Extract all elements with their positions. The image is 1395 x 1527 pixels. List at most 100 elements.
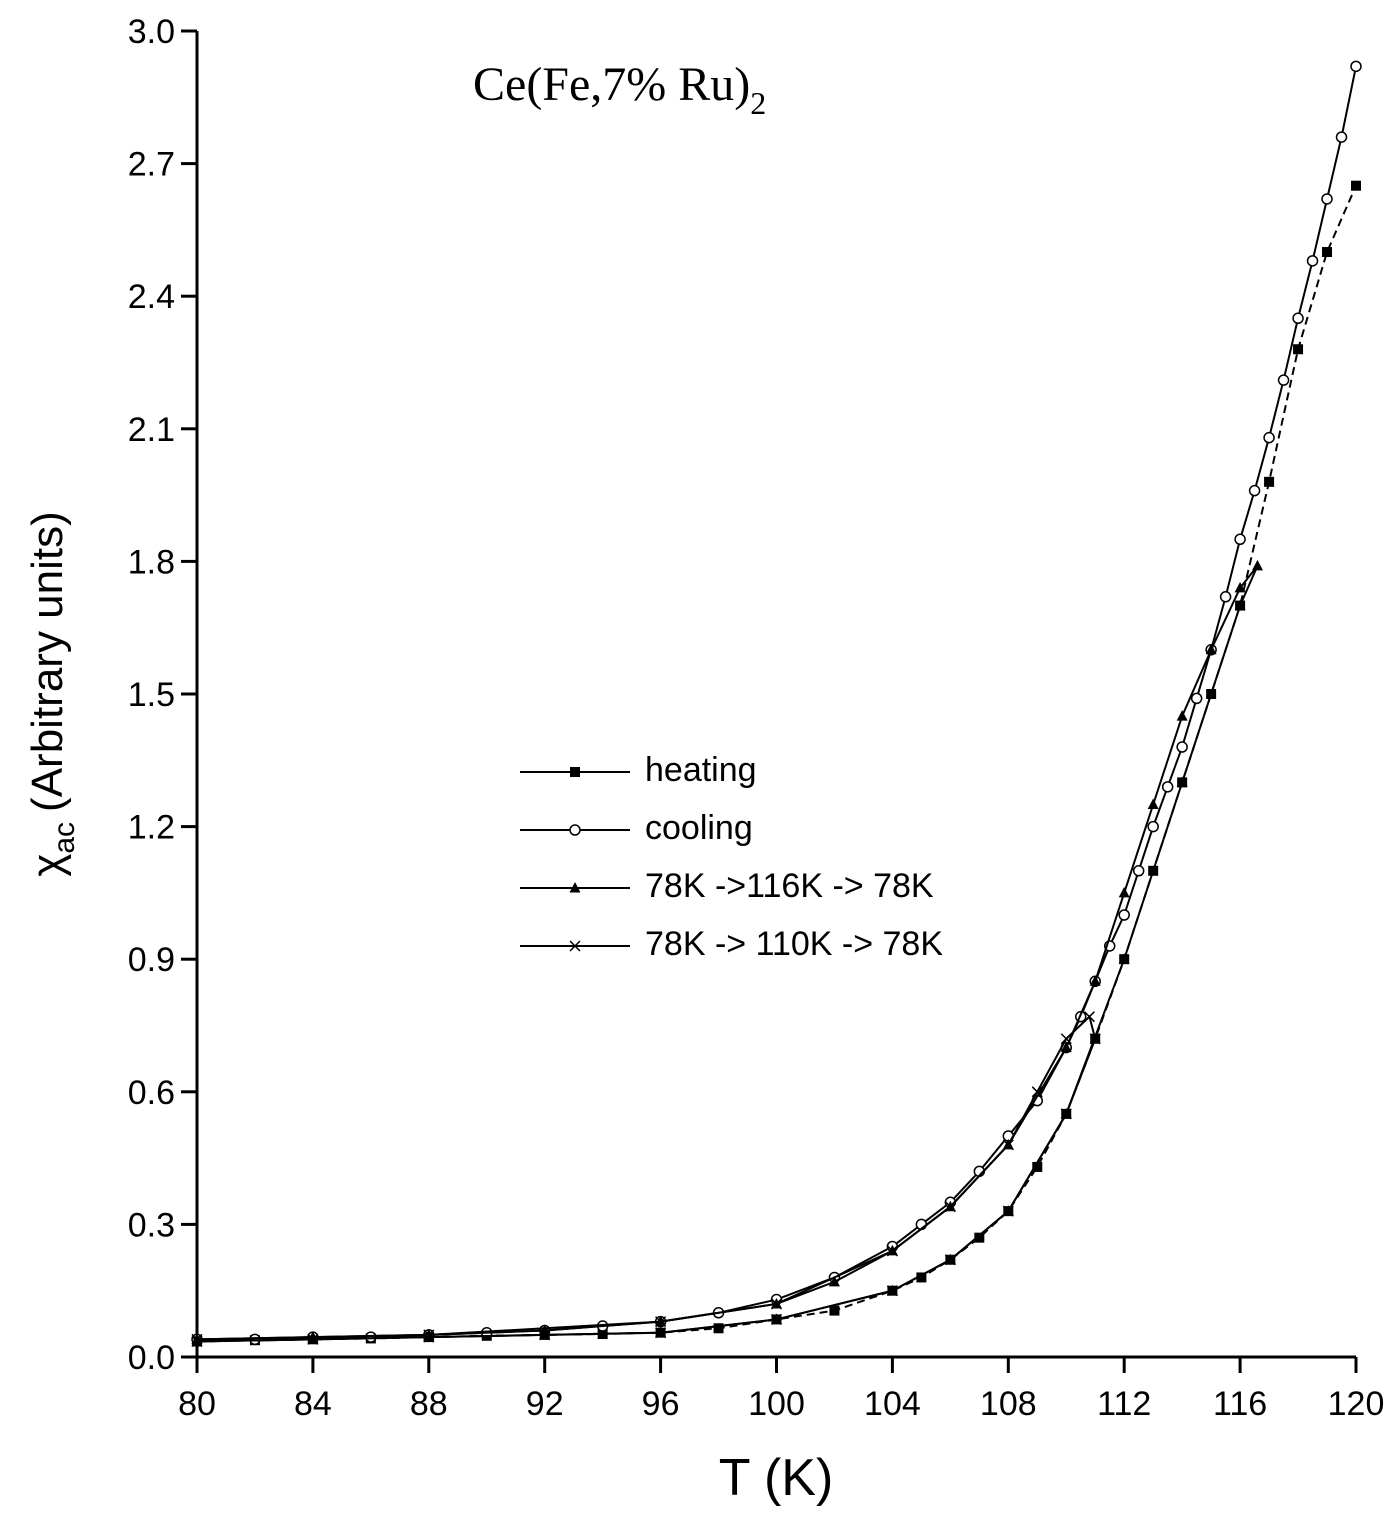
marker xyxy=(1292,312,1304,325)
marker xyxy=(655,1316,667,1328)
y-label-symbol: χ xyxy=(23,854,72,877)
marker xyxy=(1321,193,1333,205)
y-axis-label: χac (Arbitrary units) xyxy=(23,511,81,877)
y-tick-label: 2.1 xyxy=(128,411,175,449)
marker xyxy=(1161,781,1174,793)
marker xyxy=(539,1329,551,1341)
marker xyxy=(1032,1161,1043,1172)
y-tick-label: 2.7 xyxy=(128,146,175,184)
marker xyxy=(770,1298,783,1310)
y-label-text: (Arbitrary units) xyxy=(23,511,72,812)
marker xyxy=(1190,692,1203,705)
marker xyxy=(1083,1011,1095,1023)
marker xyxy=(423,1329,435,1341)
marker xyxy=(1176,710,1188,721)
marker xyxy=(191,1333,203,1345)
marker xyxy=(886,1285,898,1297)
marker xyxy=(1060,1108,1072,1120)
marker xyxy=(1306,255,1319,267)
marker xyxy=(423,1331,435,1343)
y-tick-label: 0.6 xyxy=(128,1074,175,1112)
marker xyxy=(1060,1041,1072,1053)
marker xyxy=(916,1272,927,1283)
marker xyxy=(1002,1139,1014,1151)
x-axis-label: T (K) xyxy=(719,1449,834,1507)
x-tick-label: 112 xyxy=(1097,1385,1151,1423)
series-line xyxy=(197,66,1357,1341)
marker xyxy=(570,767,580,777)
marker xyxy=(886,1245,898,1257)
marker xyxy=(569,940,581,952)
x-tick-label: 80 xyxy=(178,1385,216,1423)
marker xyxy=(1147,820,1159,833)
marker xyxy=(307,1333,319,1345)
marker xyxy=(1234,599,1246,611)
marker xyxy=(1219,591,1232,603)
marker xyxy=(1350,60,1362,73)
marker xyxy=(1234,533,1246,546)
marker xyxy=(1176,776,1188,787)
y-tick-label: 1.2 xyxy=(128,809,175,847)
title-subscript: 2 xyxy=(750,85,766,121)
legend-label: 78K ->116K -> 78K xyxy=(645,867,934,905)
x-tick-label: 84 xyxy=(294,1385,332,1423)
marker xyxy=(1351,180,1361,191)
x-tick-label: 88 xyxy=(410,1385,448,1423)
y-tick-label: 0.9 xyxy=(128,941,175,979)
marker xyxy=(1118,909,1130,921)
x-tick-label: 104 xyxy=(864,1385,921,1423)
marker xyxy=(1277,374,1290,386)
marker xyxy=(829,1305,840,1316)
marker xyxy=(828,1275,840,1287)
y-tick-label: 2.4 xyxy=(128,278,175,316)
marker xyxy=(191,1335,203,1348)
y-tick-label: 0.3 xyxy=(128,1206,175,1244)
marker xyxy=(1293,344,1304,355)
marker xyxy=(944,1254,956,1266)
marker xyxy=(944,1201,956,1213)
legend-label: heating xyxy=(645,751,757,789)
x-tick-label: 92 xyxy=(526,1385,564,1423)
marker xyxy=(1248,484,1261,497)
marker xyxy=(1060,1033,1072,1045)
marker xyxy=(1031,1086,1043,1098)
marker xyxy=(569,824,581,836)
y-tick-label: 1.5 xyxy=(128,676,175,714)
legend-label: cooling xyxy=(645,809,753,847)
marker xyxy=(1176,741,1188,753)
marker xyxy=(770,1313,783,1325)
series-line xyxy=(196,1014,1097,1343)
marker xyxy=(569,882,581,893)
marker xyxy=(1335,131,1348,143)
y-tick-label: 3.0 xyxy=(128,13,175,51)
marker xyxy=(1251,559,1263,571)
series-line xyxy=(196,185,1357,1343)
marker xyxy=(1132,865,1145,877)
marker xyxy=(1205,643,1217,655)
y-tick-label: 0.0 xyxy=(128,1339,175,1377)
marker xyxy=(1147,798,1159,809)
marker xyxy=(1322,247,1333,257)
marker xyxy=(974,1232,985,1243)
chart-title: Ce(Fe,7% Ru)2 xyxy=(473,58,766,121)
marker xyxy=(365,1331,377,1343)
marker xyxy=(249,1333,261,1346)
x-tick-label: 120 xyxy=(1328,1385,1385,1423)
legend-label: 78K -> 110K -> 78K xyxy=(645,925,943,963)
marker xyxy=(1263,431,1275,444)
marker xyxy=(1089,1033,1101,1045)
x-tick-label: 108 xyxy=(980,1385,1037,1423)
marker xyxy=(1089,975,1101,986)
marker xyxy=(1234,581,1246,593)
marker xyxy=(655,1327,667,1339)
x-tick-label: 96 xyxy=(642,1385,680,1423)
x-tick-label: 116 xyxy=(1213,1385,1267,1423)
y-tick-label: 1.8 xyxy=(128,543,175,581)
title-text: Ce(Fe,7% Ru) xyxy=(473,58,750,111)
marker xyxy=(1002,1205,1014,1217)
x-tick-label: 100 xyxy=(748,1385,805,1423)
marker xyxy=(1118,886,1130,898)
marker xyxy=(1264,476,1275,487)
y-label-subscript: ac xyxy=(48,822,81,854)
